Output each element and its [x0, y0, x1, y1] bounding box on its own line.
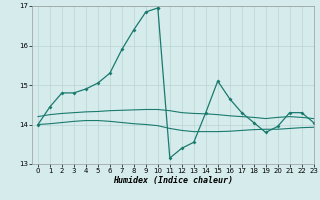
X-axis label: Humidex (Indice chaleur): Humidex (Indice chaleur) — [113, 176, 233, 185]
